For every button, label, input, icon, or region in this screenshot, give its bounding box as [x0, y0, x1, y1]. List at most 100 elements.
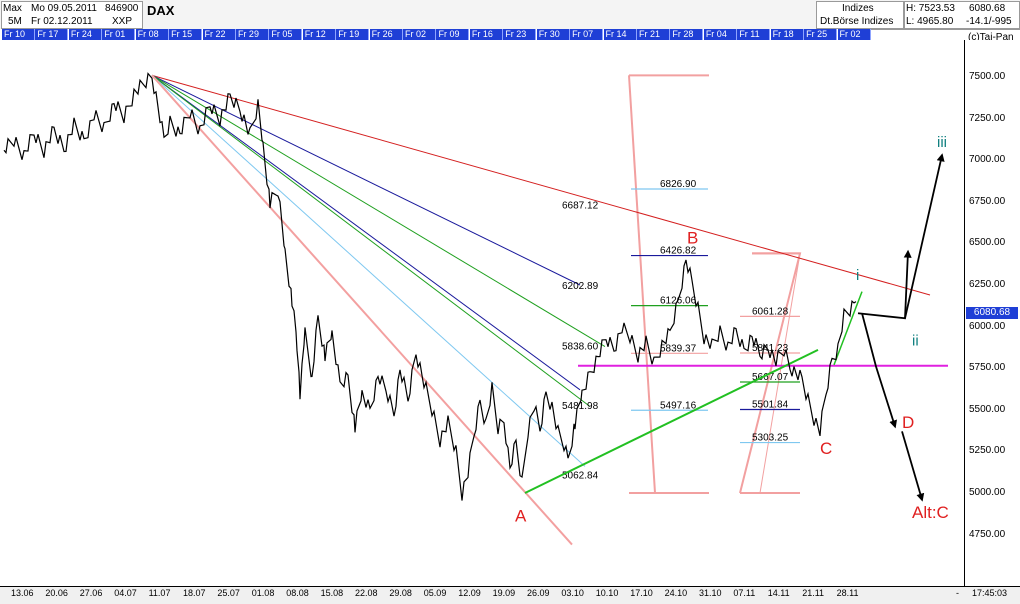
- fan-line: [151, 74, 591, 407]
- x-tick-label: 29.08: [389, 588, 412, 598]
- x-axis-separator: -: [956, 588, 959, 598]
- symbol-title: DAX: [147, 3, 175, 18]
- price-stats-box: [904, 1, 1020, 29]
- volume-value: 846900: [105, 3, 139, 14]
- end-date[interactable]: Fr 02.12.2011: [31, 16, 93, 27]
- x-tick-label: 19.09: [492, 588, 516, 598]
- fan-level-label: 5838.60: [562, 342, 599, 353]
- projection-arrow: [904, 153, 945, 319]
- fan-line: [151, 74, 586, 467]
- trend-line: [524, 348, 819, 494]
- fib-level-label: 6061.28: [752, 306, 789, 317]
- wave-label: D: [902, 413, 914, 432]
- date-range-box[interactable]: [1, 1, 143, 29]
- fib-box-line: [628, 75, 656, 494]
- low-value: L: 4965.80: [906, 16, 954, 27]
- fan-level-label: 5062.84: [562, 471, 599, 482]
- y-tick-label: 6750.00: [969, 195, 1006, 207]
- fib-level-label: 5841.23: [752, 343, 789, 354]
- friday-marker: Fr 26: [369, 29, 403, 40]
- fan-line: [151, 74, 581, 286]
- start-date[interactable]: Mo 09.05.2011: [31, 3, 97, 14]
- friday-marker: Fr 25: [804, 29, 838, 40]
- period-label[interactable]: 5M: [8, 16, 22, 27]
- friday-marker: Fr 12: [302, 29, 336, 40]
- last-value: 6080.68: [969, 3, 1006, 14]
- friday-marker: Fr 15: [169, 29, 203, 40]
- trend-line: [833, 291, 863, 366]
- fan-line: [151, 74, 931, 296]
- x-tick-label: 12.09: [458, 588, 481, 598]
- x-tick-label: 21.11: [802, 588, 825, 598]
- copyright-label: (c)Tai-Pan: [968, 32, 1014, 43]
- friday-marker: Fr 08: [135, 29, 169, 40]
- x-tick-label: 15.08: [320, 588, 344, 598]
- x-tick-label: 05.09: [423, 588, 447, 598]
- wave-label: iii: [937, 134, 947, 151]
- friday-marker: Fr 17: [35, 29, 69, 40]
- wave-label: ii: [912, 333, 919, 350]
- projection-arrow: [857, 249, 912, 320]
- chart-type-label: Max: [3, 3, 22, 14]
- category-label: Indizes: [842, 3, 874, 14]
- friday-marker: Fr 21: [636, 29, 670, 40]
- x-tick-label: 26.09: [527, 588, 550, 598]
- fan-level-label: 6202.89: [562, 281, 599, 292]
- y-tick-label: 7000.00: [969, 154, 1006, 166]
- x-tick-label: 17.10: [630, 588, 653, 598]
- source-label: Dt.Börse Indizes: [820, 16, 894, 27]
- fib-level-label: 5501.84: [752, 399, 789, 410]
- last-price-tag: 6080.68: [966, 307, 1018, 320]
- x-tick-label: 01.08: [251, 588, 275, 598]
- friday-marker: Fr 28: [670, 29, 704, 40]
- x-axis-time: 17:45:03: [972, 588, 1008, 598]
- price-chart[interactable]: 6826.90 6426.82 6126.06 5839.37 5497.16 6061.…: [0, 40, 964, 586]
- friday-marker: Fr 19: [336, 29, 370, 40]
- x-tick-label: 03.10: [561, 588, 584, 598]
- x-tick-label: 18.07: [183, 588, 206, 598]
- wave-label: A: [515, 506, 527, 525]
- x-tick-label: 08.08: [286, 588, 309, 598]
- fib-level-label: 6826.90: [660, 179, 697, 190]
- change-value: -14.1/-995: [966, 16, 1012, 27]
- x-tick-label: 10.10: [595, 588, 619, 598]
- price-series-layer: [3, 72, 857, 501]
- fib-level-label: 6426.82: [660, 246, 697, 257]
- friday-marker: Fr 14: [603, 29, 637, 40]
- friday-marker: Fr 29: [235, 29, 269, 40]
- chart-header: Max Mo 09.05.2011 846900 5M Fr 02.12.201…: [0, 0, 1020, 30]
- x-tick-label: 20.06: [45, 588, 68, 598]
- y-tick-label: 6000.00: [969, 320, 1006, 332]
- friday-marker: Fr 11: [737, 29, 771, 40]
- fib-level-label: 5667.07: [752, 372, 789, 383]
- source-box: [816, 1, 904, 29]
- x-tick-label: 11.07: [148, 588, 171, 598]
- y-tick-label: 5000.00: [969, 487, 1006, 498]
- fib-level-label: 6126.06: [660, 296, 697, 307]
- y-tick-label: 5750.00: [969, 362, 1006, 374]
- y-tick-label: 6250.00: [969, 279, 1006, 290]
- friday-marker: Fr 18: [770, 29, 804, 40]
- x-tick-label: 07.11: [733, 588, 756, 598]
- fib-box-line: [759, 253, 801, 494]
- friday-marker: Fr 10: [2, 29, 35, 40]
- x-tick-label: 31.10: [699, 588, 722, 598]
- x-tick-label: 25.07: [217, 588, 240, 598]
- fib-level-label: 5497.16: [660, 400, 697, 411]
- fan-line: [151, 74, 581, 391]
- x-tick-label: 14.11: [767, 588, 790, 598]
- high-value: H: 7523.53: [906, 3, 955, 14]
- fib-level-label: 5839.37: [660, 343, 697, 354]
- fan-line: [151, 74, 606, 347]
- x-tick-label: 28.11: [836, 588, 859, 598]
- friday-marker: Fr 16: [469, 29, 503, 40]
- x-tick-label: 27.06: [79, 588, 103, 598]
- x-axis: [0, 586, 1020, 604]
- friday-marker: Fr 30: [536, 29, 570, 40]
- fan-line: [151, 74, 573, 546]
- x-tick-label: 24.10: [664, 588, 688, 598]
- wave-label: i: [856, 267, 859, 284]
- projection-arrow: [861, 313, 897, 429]
- wave-label: B: [687, 228, 698, 247]
